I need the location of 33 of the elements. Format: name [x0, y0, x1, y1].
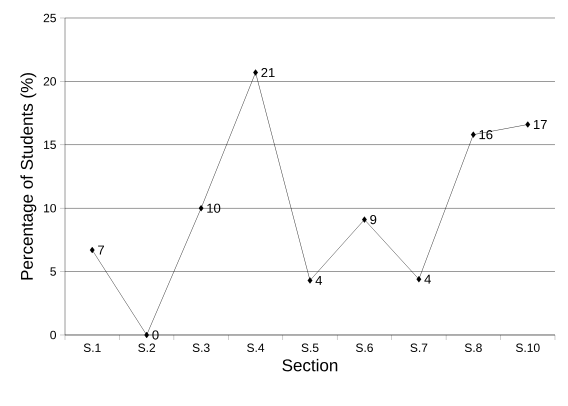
point — [362, 216, 367, 223]
y-tick-label: 20 — [44, 77, 56, 86]
point — [144, 332, 150, 338]
x-tick-label: S.3 — [192, 344, 210, 352]
x-tick-label: S.1 — [84, 344, 101, 352]
data-label: 9 — [370, 214, 376, 224]
y-axis-title: Percentage of Students (%) — [20, 73, 36, 280]
point — [253, 69, 258, 76]
x-tick-label: S.6 — [356, 344, 373, 352]
data-label: 4 — [424, 274, 431, 284]
y-tick-label: 25 — [44, 14, 56, 22]
y-tick-label: 10 — [44, 204, 56, 212]
point — [198, 204, 204, 212]
data-label: 16 — [480, 130, 492, 140]
y-tick-label: 0 — [50, 330, 56, 340]
x-tick-label: S.5 — [302, 344, 318, 352]
y-tick-label: 5 — [50, 267, 56, 276]
data-label: 4 — [315, 276, 322, 285]
x-tick-label: S.10 — [516, 344, 540, 352]
data-label: 17 — [534, 120, 547, 129]
x-tick-label: S.2 — [138, 344, 156, 352]
x-tick-label: S.8 — [464, 344, 482, 352]
point — [90, 246, 95, 254]
data-label: 21 — [261, 68, 275, 78]
data-label: 7 — [98, 246, 104, 255]
y-tick-label: 15 — [44, 140, 56, 149]
point — [470, 131, 476, 138]
x-tick-label: S.7 — [410, 344, 428, 352]
point — [308, 277, 312, 284]
point — [525, 121, 530, 128]
x-axis-title: Section — [282, 358, 338, 372]
x-tick-label: S.4 — [247, 344, 264, 352]
point — [416, 276, 422, 282]
